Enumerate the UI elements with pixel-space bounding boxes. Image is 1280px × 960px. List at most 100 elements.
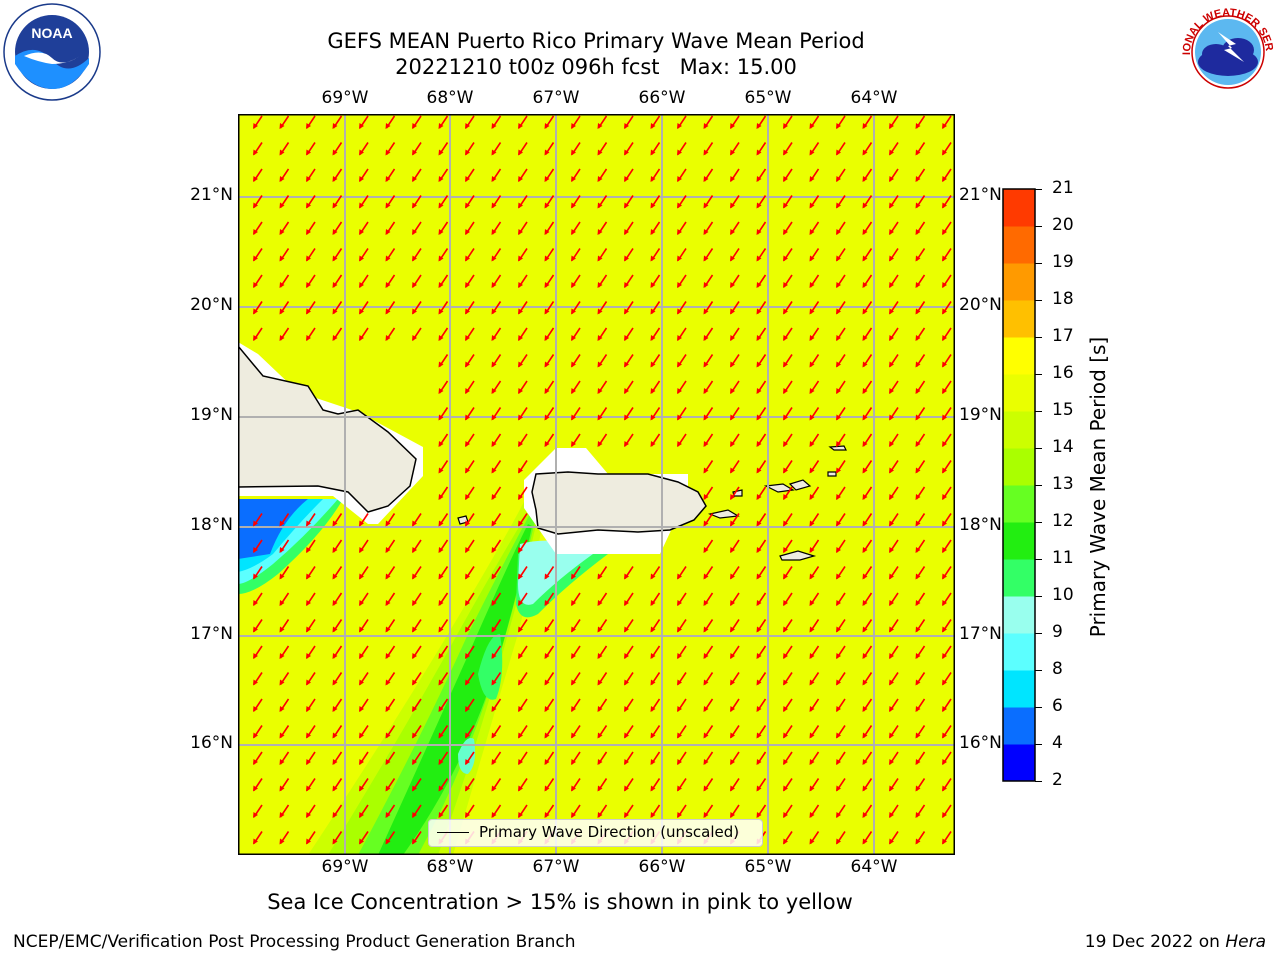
wave-direction-arrow xyxy=(809,513,820,527)
wave-direction-arrow xyxy=(385,619,396,633)
wave-direction-arrow xyxy=(544,619,555,633)
wave-direction-arrow xyxy=(279,168,290,182)
wave-direction-arrow xyxy=(491,751,502,765)
wave-direction-arrow xyxy=(942,645,952,659)
wave-direction-arrow xyxy=(438,142,449,156)
colorbar-tick-label: 10 xyxy=(1052,585,1074,605)
wave-direction-arrow xyxy=(756,672,767,686)
wave-direction-arrow xyxy=(359,804,369,818)
wave-direction-arrow xyxy=(915,698,926,712)
svg-text:NOAA: NOAA xyxy=(31,25,72,41)
wave-direction-arrow xyxy=(942,804,952,818)
wave-direction-arrow xyxy=(518,592,528,606)
wave-direction-arrow xyxy=(756,327,767,341)
wave-direction-arrow xyxy=(862,539,873,553)
wave-direction-arrow xyxy=(385,142,396,156)
wave-direction-arrow xyxy=(332,301,343,315)
wave-direction-arrow xyxy=(332,804,343,818)
wave-direction-arrow xyxy=(862,142,873,156)
wave-direction-arrow xyxy=(809,354,820,368)
wave-direction-arrow xyxy=(809,433,820,447)
wave-direction-arrow xyxy=(306,672,316,686)
wave-direction-arrow xyxy=(836,592,846,606)
wave-direction-arrow xyxy=(703,248,714,262)
wave-direction-arrow xyxy=(862,221,873,235)
wave-direction-arrow xyxy=(624,327,634,341)
wave-direction-arrow xyxy=(862,592,873,606)
wave-direction-arrow xyxy=(756,168,767,182)
wave-direction-arrow xyxy=(942,566,952,580)
wave-direction-arrow xyxy=(385,513,396,527)
wave-direction-arrow xyxy=(650,327,661,341)
wave-direction-arrow xyxy=(306,195,316,209)
wave-direction-arrow xyxy=(571,619,581,633)
wave-direction-arrow xyxy=(836,672,846,686)
colorbar-tick-mark xyxy=(1035,410,1042,412)
wave-direction-arrow xyxy=(730,301,740,315)
wave-direction-arrow xyxy=(306,301,316,315)
wave-direction-arrow xyxy=(942,115,952,129)
wave-direction-arrow xyxy=(571,725,581,739)
wave-direction-arrow xyxy=(438,221,449,235)
colorbar-tick-label: 15 xyxy=(1052,400,1074,420)
wave-direction-arrow xyxy=(518,195,528,209)
wave-direction-arrow xyxy=(465,301,475,315)
wave-direction-arrow xyxy=(889,407,899,421)
wave-direction-arrow xyxy=(942,486,952,500)
wave-direction-arrow xyxy=(942,539,952,553)
wave-direction-arrow xyxy=(279,274,290,288)
wave-direction-arrow xyxy=(412,195,422,209)
wave-direction-arrow xyxy=(756,407,767,421)
wave-direction-arrow xyxy=(836,486,846,500)
wave-direction-arrow xyxy=(465,539,475,553)
wave-direction-arrow xyxy=(703,142,714,156)
wave-direction-arrow xyxy=(942,221,952,235)
wave-direction-arrow xyxy=(809,248,820,262)
wave-direction-arrow xyxy=(253,327,263,341)
wave-direction-arrow xyxy=(942,248,952,262)
wave-direction-arrow xyxy=(438,274,449,288)
wave-direction-arrow xyxy=(809,486,820,500)
wave-direction-arrow xyxy=(677,698,687,712)
wave-direction-arrow xyxy=(438,327,449,341)
nws-logo: NATIONAL WEATHER SERVICE xyxy=(1174,0,1278,102)
wave-direction-arrow xyxy=(385,539,396,553)
wave-direction-arrow xyxy=(809,115,820,129)
wave-direction-arrow xyxy=(862,698,873,712)
wave-direction-arrow xyxy=(544,248,555,262)
lon-label-top: 68°W xyxy=(426,88,474,108)
wave-direction-arrow xyxy=(703,539,714,553)
wave-direction-arrow xyxy=(624,433,634,447)
wave-direction-arrow xyxy=(756,115,767,129)
wave-direction-arrow xyxy=(491,274,502,288)
wave-direction-arrow xyxy=(279,804,290,818)
colorbar-tick-mark xyxy=(1035,262,1042,264)
wave-direction-arrow xyxy=(518,751,528,765)
wave-direction-arrow xyxy=(915,513,926,527)
wave-direction-arrow xyxy=(253,539,263,553)
wave-direction-arrow xyxy=(438,301,449,315)
wave-direction-arrow xyxy=(253,248,263,262)
wave-direction-arrow xyxy=(597,195,608,209)
wave-direction-arrow xyxy=(518,354,528,368)
wave-direction-arrow xyxy=(677,354,687,368)
wave-direction-arrow xyxy=(253,778,263,792)
legend-line-swatch xyxy=(437,832,469,833)
colorbar-segment xyxy=(1003,744,1035,782)
legend-label: Primary Wave Direction (unscaled) xyxy=(479,823,740,841)
wave-direction-arrow xyxy=(279,539,290,553)
wave-direction-arrow xyxy=(332,221,343,235)
wave-direction-arrow xyxy=(412,301,422,315)
wave-direction-arrow xyxy=(915,566,926,580)
wave-direction-arrow xyxy=(650,380,661,394)
wave-direction-arrow xyxy=(756,804,767,818)
wave-direction-arrow xyxy=(650,672,661,686)
wave-direction-arrow xyxy=(571,301,581,315)
wave-direction-arrow xyxy=(518,248,528,262)
wave-direction-arrow xyxy=(650,301,661,315)
wave-direction-arrow xyxy=(942,831,952,845)
wave-direction-arrow xyxy=(571,195,581,209)
wave-direction-arrow xyxy=(412,592,422,606)
wave-direction-arrow xyxy=(836,778,846,792)
wave-direction-arrow xyxy=(359,539,369,553)
